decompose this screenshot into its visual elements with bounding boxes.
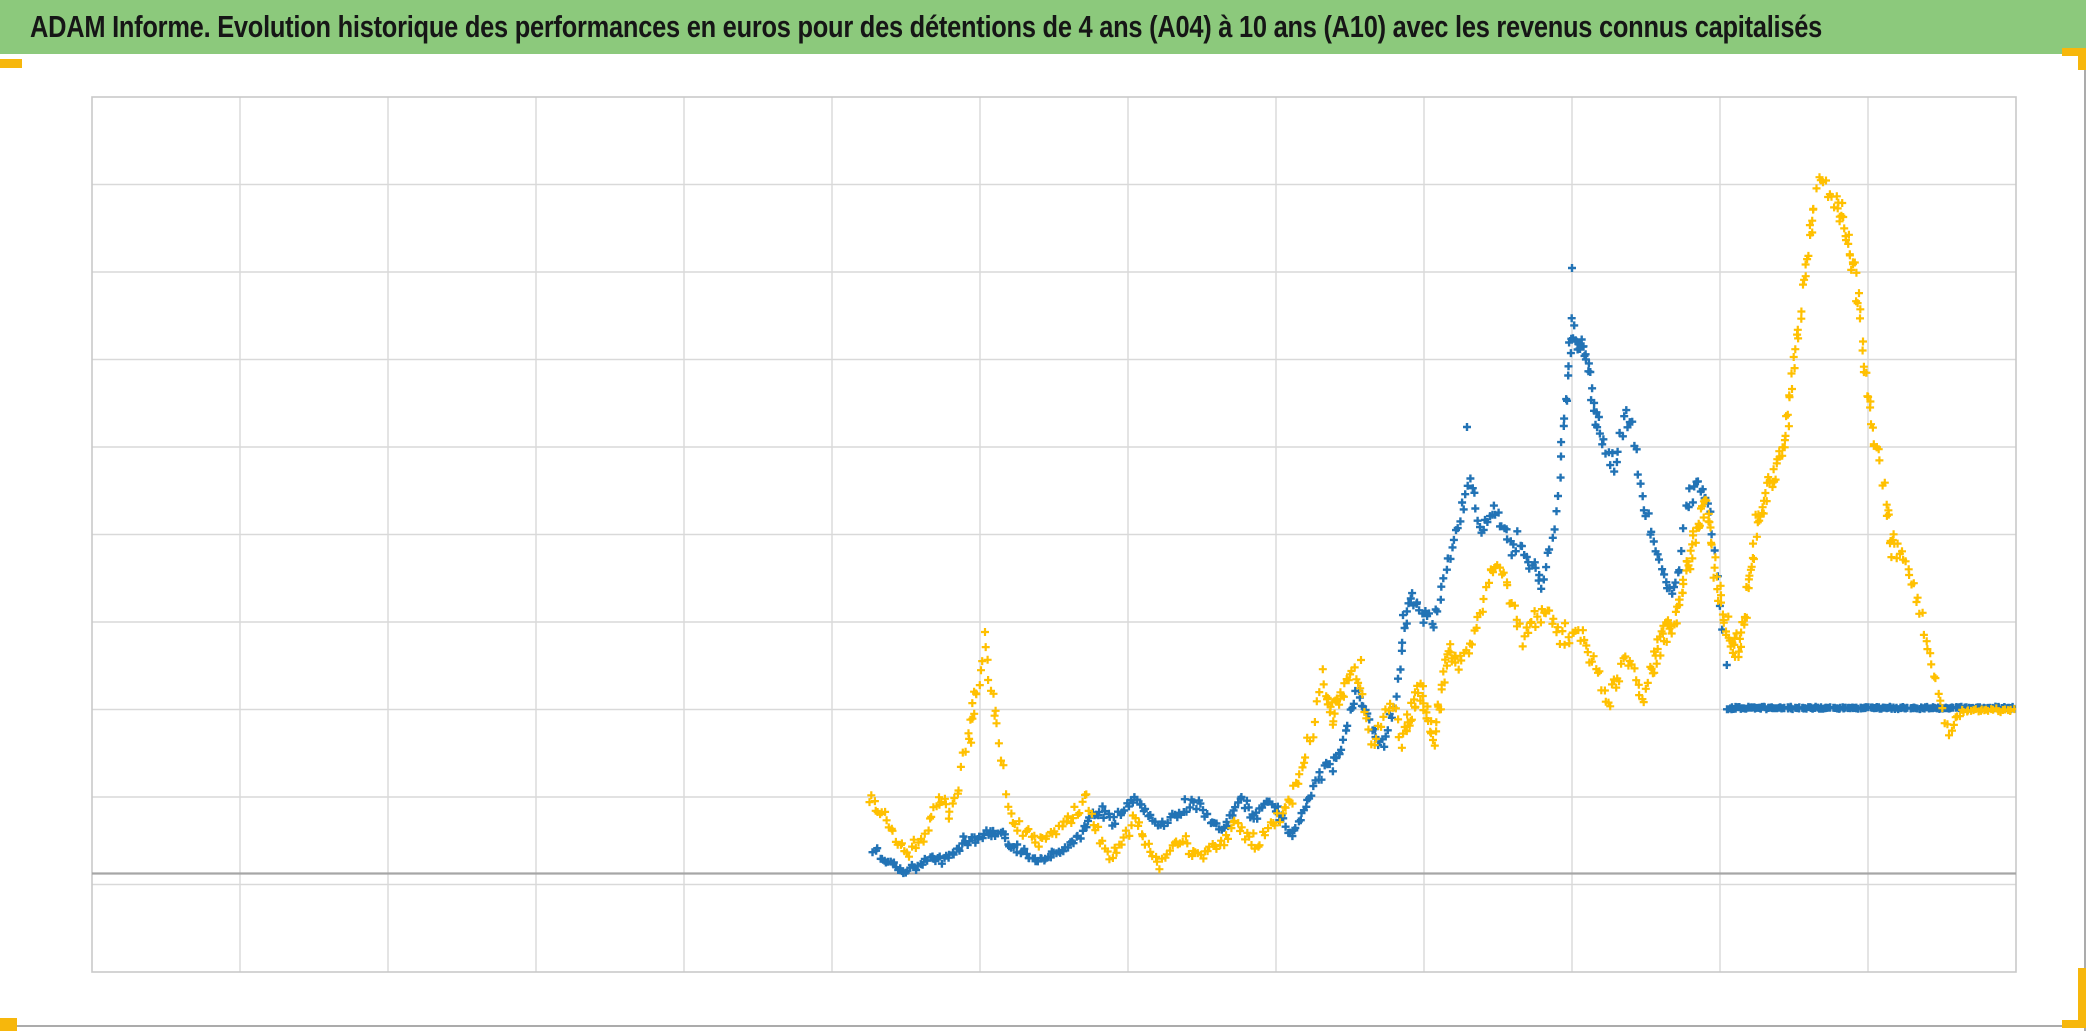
title-bar: ADAM Informe. Evolution historique des p… xyxy=(0,0,2086,54)
selection-handle-bottom-right[interactable] xyxy=(2062,1020,2086,1028)
selection-handle-top-left[interactable] xyxy=(0,59,22,68)
serie-bleue xyxy=(868,264,2016,878)
selection-handle-top-right-arm[interactable] xyxy=(2078,48,2086,70)
chart-title: ADAM Informe. Evolution historique des p… xyxy=(30,9,1823,44)
gridlines xyxy=(92,97,2016,972)
serie-jaune xyxy=(865,173,2016,874)
plot-border xyxy=(91,96,2017,973)
window-right-border xyxy=(2084,48,2086,1031)
chart-object[interactable] xyxy=(0,54,2086,1031)
selection-handle-top-right[interactable] xyxy=(2062,48,2086,56)
window-bottom-border xyxy=(0,1025,2086,1027)
selection-handle-bottom-left[interactable] xyxy=(0,1018,17,1031)
selection-handle-bottom-right-arm[interactable] xyxy=(2078,968,2086,1028)
